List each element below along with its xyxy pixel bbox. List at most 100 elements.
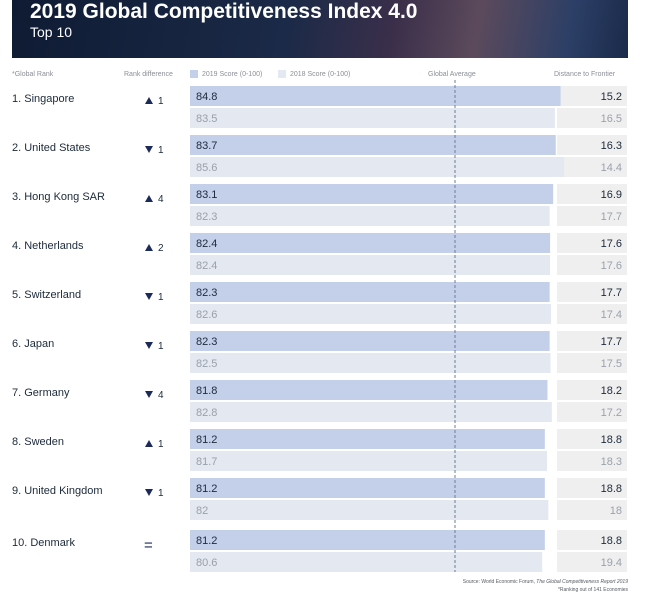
bar-2019 (190, 282, 550, 302)
distance-cell-2018 (557, 108, 627, 128)
score-label-2018: 83.5 (196, 113, 217, 125)
rank-difference-column-header: Rank difference (124, 71, 173, 78)
distance-label-2019: 15.2 (601, 91, 622, 103)
bar-2019 (190, 380, 548, 400)
distance-cell-2019 (557, 478, 627, 498)
country-label: 7. Germany (12, 387, 70, 399)
country-label: 3. Hong Kong SAR (12, 191, 105, 203)
score-label-2019: 81.8 (196, 385, 217, 397)
rank-up-arrow-icon (145, 244, 153, 251)
rank-change-label: 1 (158, 145, 164, 156)
rank-up-arrow-icon (145, 440, 153, 447)
distance-label-2018: 17.4 (601, 309, 622, 321)
country-label: 5. Switzerland (12, 289, 81, 301)
distance-cell-2019 (557, 429, 627, 449)
legend-2018-swatch (278, 70, 286, 78)
distance-cell-2019 (557, 331, 627, 351)
score-label-2019: 81.2 (196, 483, 217, 495)
rank-change-label: 2 (158, 243, 164, 254)
legend-2019-label: 2019 Score (0-100) (202, 71, 263, 78)
source-report-title: The Global Competitiveness Report 2019 (536, 579, 628, 585)
score-label-2018: 82.4 (196, 260, 217, 272)
score-label-2018: 82 (196, 505, 208, 517)
rank-column-header: *Global Rank (12, 71, 54, 78)
score-label-2018: 82.5 (196, 358, 217, 370)
bar-2018 (190, 108, 555, 128)
country-label: 1. Singapore (12, 93, 74, 105)
score-label-2018: 82.8 (196, 407, 217, 419)
country-label: 8. Sweden (12, 436, 64, 448)
bar-2019 (190, 530, 545, 550)
chart-title: 2019 Global Competitiveness Index 4.0 (30, 0, 418, 23)
bar-2018 (190, 255, 551, 275)
bar-2018 (190, 304, 551, 324)
distance-cell-2019 (557, 282, 627, 302)
score-label-2019: 83.7 (196, 140, 217, 152)
bar-2018 (190, 157, 565, 177)
score-label-2018: 80.6 (196, 557, 217, 569)
rank-down-arrow-icon (145, 391, 153, 398)
rank-change-label: 1 (158, 488, 164, 499)
bar-2018 (190, 353, 551, 373)
distance-cell-2018 (557, 552, 627, 572)
score-label-2018: 82.6 (196, 309, 217, 321)
distance-cell-2018 (557, 304, 627, 324)
distance-label-2019: 18.2 (601, 385, 622, 397)
rank-up-arrow-icon (145, 195, 153, 202)
distance-cell-2018 (557, 255, 627, 275)
bar-2018 (190, 206, 550, 226)
score-label-2019: 82.4 (196, 238, 217, 250)
score-label-2018: 82.3 (196, 211, 217, 223)
distance-cell-2019 (557, 380, 627, 400)
bar-2019 (190, 429, 545, 449)
distance-label-2018: 18.3 (601, 456, 622, 468)
score-label-2019: 83.1 (196, 189, 217, 201)
country-label: 6. Japan (12, 338, 54, 350)
rank-unchanged-label: = (144, 537, 153, 554)
chart-subtitle: Top 10 (30, 24, 73, 40)
bar-2018 (190, 451, 548, 471)
distance-label-2018: 17.2 (601, 407, 622, 419)
bar-2019 (190, 478, 545, 498)
bar-2019 (190, 135, 556, 155)
rank-down-arrow-icon (145, 489, 153, 496)
rank-down-arrow-icon (145, 146, 153, 153)
rank-change-label: 4 (158, 194, 164, 205)
distance-label-2018: 14.4 (601, 162, 622, 174)
distance-label-2019: 17.7 (601, 287, 622, 299)
distance-to-frontier-header: Distance to Frontier (554, 71, 616, 78)
distance-label-2018: 17.6 (601, 260, 622, 272)
distance-cell-2019 (557, 86, 627, 106)
distance-label-2019: 18.8 (601, 535, 622, 547)
distance-label-2018: 16.5 (601, 113, 622, 125)
distance-cell-2019 (557, 530, 627, 550)
distance-cell-2018 (557, 157, 627, 177)
bar-2019 (190, 331, 550, 351)
source-note: Source: World Economic Forum, The Global… (463, 579, 628, 585)
rank-change-label: 1 (158, 439, 164, 450)
ranking-footnote: *Ranking out of 141 Economies (557, 587, 628, 593)
distance-label-2018: 18 (610, 505, 622, 517)
rank-down-arrow-icon (145, 293, 153, 300)
rank-change-label: 4 (158, 390, 164, 401)
distance-cell-2018 (557, 451, 627, 471)
country-label: 4. Netherlands (12, 240, 84, 252)
distance-cell-2018 (557, 353, 627, 373)
distance-cell-2019 (557, 233, 627, 253)
legend-2018-label: 2018 Score (0-100) (290, 71, 351, 78)
score-label-2019: 81.2 (196, 434, 217, 446)
rank-change-label: 1 (158, 292, 164, 303)
distance-cell-2019 (557, 184, 627, 204)
title-banner: 2019 Global Competitiveness Index 4.0 To… (12, 0, 628, 58)
bar-2018 (190, 402, 552, 422)
source-prefix: Source: World Economic Forum, (462, 579, 537, 585)
distance-label-2018: 17.7 (601, 211, 622, 223)
score-label-2018: 81.7 (196, 456, 217, 468)
bar-2018 (190, 552, 543, 572)
rank-change-label: 1 (158, 341, 164, 352)
country-label: 9. United Kingdom (12, 485, 103, 497)
distance-label-2019: 18.8 (601, 483, 622, 495)
distance-label-2018: 17.5 (601, 358, 622, 370)
distance-label-2019: 18.8 (601, 434, 622, 446)
score-label-2018: 85.6 (196, 162, 217, 174)
